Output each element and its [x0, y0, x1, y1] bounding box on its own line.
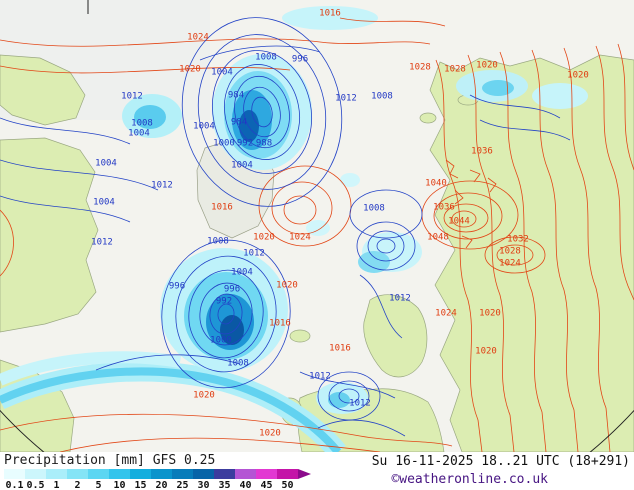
- precip-band-sw2: [0, 351, 181, 386]
- legend-title: Precipitation [mm] GFS 0.25: [4, 453, 216, 468]
- precip-ne2: [532, 83, 588, 109]
- landmass-eurasia: [429, 54, 634, 452]
- colorbar-segment: [172, 469, 193, 479]
- colorbar-tick: 45: [260, 480, 273, 490]
- projection-frame: [0, 0, 634, 452]
- precip-west-core: [134, 105, 166, 129]
- colorbar-tick: 0.5: [26, 480, 45, 490]
- colorbar-tick-labels: 0.1 0.5 1 2 5 10 15 20 25 30 35 40 45 50: [4, 480, 298, 490]
- colorbar-tick: 35: [218, 480, 231, 490]
- colorbar-tick: 40: [239, 480, 252, 490]
- colorbar-segment: [193, 469, 214, 479]
- precip-center-east-core: [358, 251, 390, 273]
- colorbar-segment: [130, 469, 151, 479]
- precip-ne1-core: [482, 80, 514, 96]
- colorbar-segment: [235, 469, 256, 479]
- copyright-label: ©weatheronline.co.uk: [391, 472, 548, 487]
- colorbar-segment: [67, 469, 88, 479]
- weather-map-graphic: [0, 0, 634, 452]
- precip-top: [282, 6, 378, 30]
- precip-low2-core: [220, 315, 244, 345]
- precipitation-colorbar: [4, 469, 311, 479]
- colorbar-segment: [25, 469, 46, 479]
- map-area: 1016 1024 1020 1008 996 1004 984 1012 1012 1008 10…: [0, 0, 634, 452]
- colorbar-tick: 20: [155, 480, 168, 490]
- colorbar-tick: 25: [176, 480, 189, 490]
- colorbar-tick: 50: [281, 480, 294, 490]
- isobars-high-layer: [0, 17, 634, 452]
- isobars-low-layer: [0, 17, 571, 437]
- legend-bar: Precipitation [mm] GFS 0.25 0.1 0.5 1 2 5 10 1…: [0, 452, 634, 490]
- colorbar-segment: [151, 469, 172, 479]
- island-svalbard: [419, 112, 437, 124]
- colorbar-tick: 10: [113, 480, 126, 490]
- landmass-scandinavia: [363, 294, 428, 378]
- precip-europe-core: [328, 392, 350, 408]
- colorbar-segment: [88, 469, 109, 479]
- colorbar-tick: 0.1: [5, 480, 24, 490]
- precip-center2: [340, 173, 360, 187]
- colorbar-tick: 1: [53, 480, 60, 490]
- colorbar-segment: [4, 469, 25, 479]
- precipitation-layer: [0, 6, 588, 452]
- colorbar-arrow: [298, 469, 311, 479]
- datetime-label: Su 16-11-2025 18..21 UTC (18+291): [371, 454, 630, 469]
- colorbar-tick: 5: [95, 480, 102, 490]
- colorbar-segment: [109, 469, 130, 479]
- colorbar-tick: 15: [134, 480, 147, 490]
- colorbar-segment: [214, 469, 235, 479]
- colorbar-segment: [256, 469, 277, 479]
- colorbar-segment: [46, 469, 67, 479]
- colorbar-tick: 30: [197, 480, 210, 490]
- colorbar-tick: 2: [74, 480, 81, 490]
- landmass-iceland: [289, 329, 311, 343]
- precip-band-sw-core: [0, 367, 342, 452]
- precip-center1: [306, 220, 330, 236]
- landmass-northamerica: [0, 137, 99, 333]
- precip-low1-core: [239, 110, 259, 142]
- colorbar-segment: [277, 469, 298, 479]
